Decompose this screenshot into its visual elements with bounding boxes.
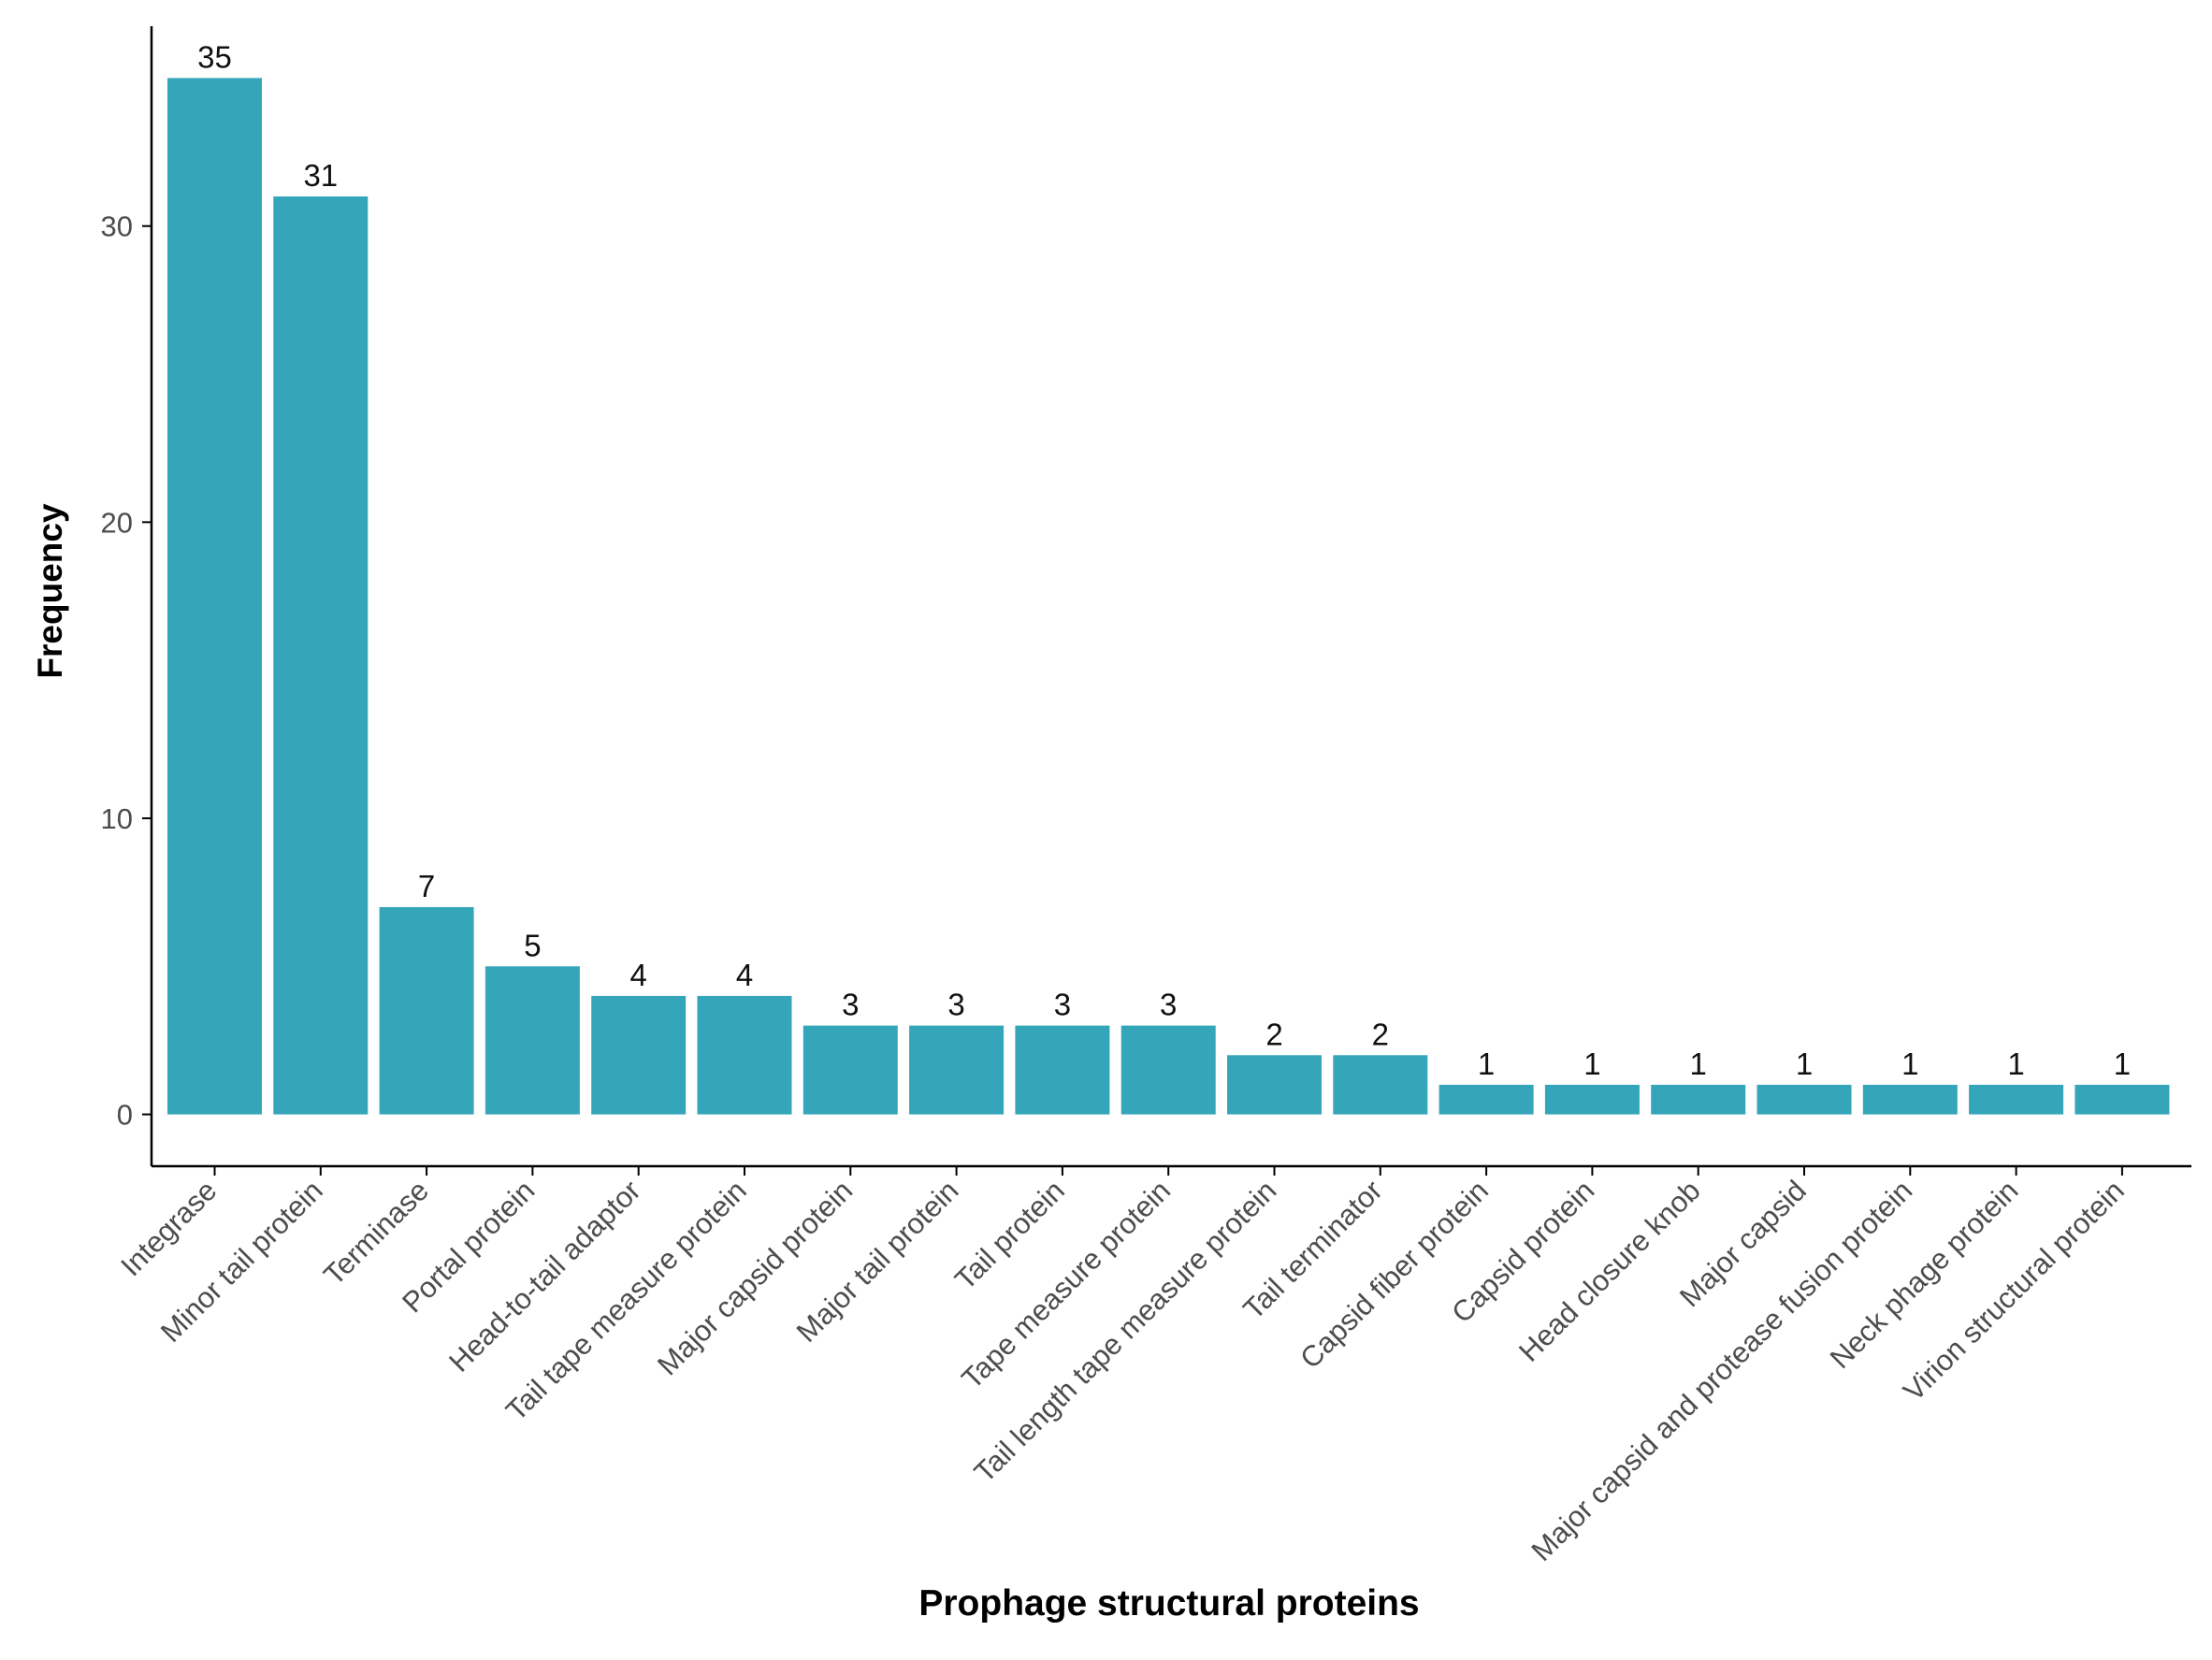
- bar: [167, 78, 262, 1115]
- x-tick-label: Tape measure protein: [955, 1174, 1177, 1395]
- x-tick-label: Capsid fiber protein: [1294, 1174, 1495, 1375]
- x-tick-label: Virion structural protein: [1897, 1174, 2131, 1407]
- bar-value-label: 5: [524, 928, 541, 962]
- bar-value-label: 3: [1160, 988, 1177, 1022]
- bar: [697, 995, 792, 1115]
- bar-value-label: 1: [1901, 1047, 1918, 1081]
- bar-value-label: 2: [1265, 1017, 1282, 1051]
- axes-layer: [150, 26, 2191, 1168]
- bar: [1544, 1084, 1640, 1115]
- x-tick-label: Head closure knob: [1512, 1174, 1707, 1368]
- bar: [1651, 1084, 1746, 1115]
- bar-value-label: 3: [947, 988, 964, 1022]
- bar: [1333, 1055, 1428, 1115]
- y-tick-label: 0: [117, 1099, 133, 1132]
- bar: [909, 1025, 1005, 1115]
- y-tick-label: 20: [101, 506, 133, 539]
- bar: [802, 1025, 898, 1115]
- bar-value-label: 1: [1478, 1047, 1495, 1081]
- bar-value-label: 7: [418, 869, 435, 903]
- data-labels-layer: 35 31 7 5 4 4 3 3 3 3 2 2 1 1 1 1 1 1 1: [197, 39, 2131, 1081]
- bar-value-label: 1: [2114, 1047, 2131, 1081]
- x-axis-title: Prophage structural proteins: [918, 1583, 1419, 1624]
- bar-value-label: 3: [1054, 988, 1071, 1022]
- y-tick-label: 10: [101, 802, 133, 835]
- bar-value-label: 1: [1796, 1047, 1813, 1081]
- bar: [273, 196, 369, 1115]
- bar-value-label: 31: [303, 158, 338, 193]
- bar: [484, 966, 580, 1115]
- bar: [1227, 1055, 1322, 1115]
- bar: [379, 906, 474, 1115]
- x-tick-label: Neck phage protein: [1824, 1174, 2025, 1375]
- bar-value-label: 4: [736, 958, 753, 992]
- y-ticks-layer: 0 10 20 30: [101, 210, 152, 1132]
- x-tick-label: Major capsid and protease fusion protein: [1525, 1174, 1918, 1567]
- bar: [1439, 1084, 1534, 1115]
- bar: [1120, 1025, 1216, 1115]
- bar: [1757, 1084, 1852, 1115]
- y-tick-label: 30: [101, 210, 133, 243]
- bar-value-label: 4: [630, 958, 647, 992]
- x-tick-label: Head-to-tail adaptor: [442, 1174, 646, 1378]
- y-axis-title: Frequency: [31, 503, 69, 679]
- bar-value-label: 1: [1690, 1047, 1707, 1081]
- bar-value-label: 35: [197, 39, 232, 74]
- bar: [591, 995, 687, 1115]
- bar-value-label: 1: [1583, 1047, 1600, 1081]
- bar: [1969, 1084, 2064, 1115]
- x-tick-label: Major capsid protein: [651, 1174, 859, 1381]
- bars-layer: [167, 78, 2170, 1115]
- bar-value-label: 2: [1372, 1017, 1389, 1051]
- bar-value-label: 3: [842, 988, 859, 1022]
- bar: [1015, 1025, 1110, 1115]
- bar: [1862, 1084, 1958, 1115]
- bar-value-label: 1: [2007, 1047, 2024, 1081]
- bar: [2075, 1084, 2170, 1115]
- x-tick-label: Integrase: [114, 1174, 223, 1282]
